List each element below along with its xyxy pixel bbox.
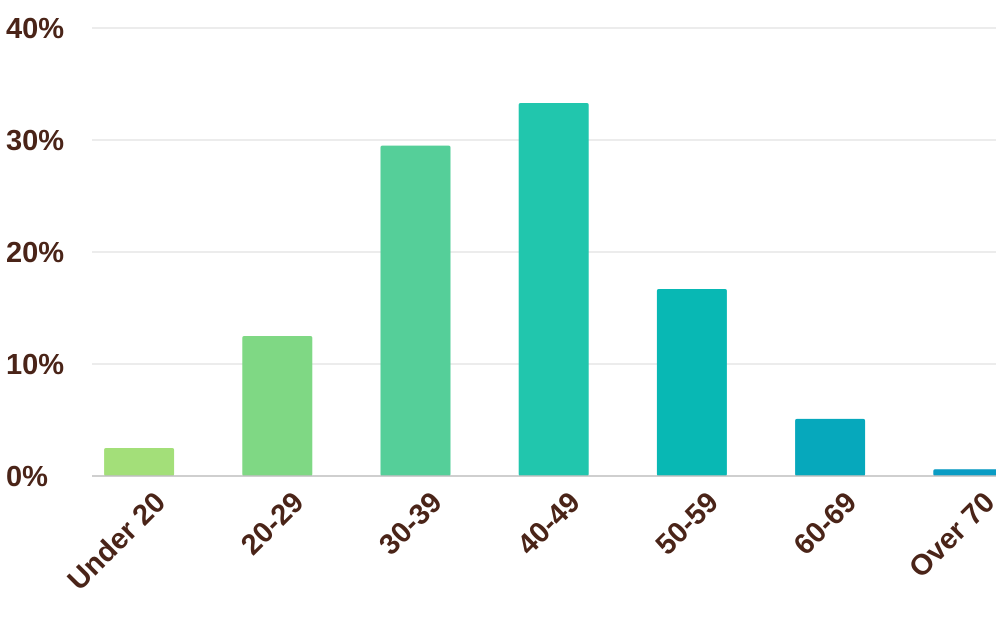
x-category-label: 30-39 [373, 486, 448, 561]
y-axis-tick-labels: 0% 10% 20% 30% 40% [6, 13, 64, 493]
x-category-label: Under 20 [62, 486, 172, 596]
bar-40-49 [518, 103, 589, 476]
y-tick-label: 0% [6, 461, 48, 493]
y-tick-label: 10% [6, 349, 64, 381]
y-tick-label: 40% [6, 13, 64, 45]
x-axis-category-labels: Under 20 20-29 30-39 40-49 50-59 60-69 Over 70 [62, 486, 996, 596]
bar-60-69 [795, 418, 866, 476]
x-category-label: 60-69 [788, 486, 863, 561]
y-tick-label: 30% [6, 125, 64, 157]
x-category-label: Over 70 [903, 486, 996, 584]
bar-50-59 [656, 288, 727, 476]
bar-30-39 [380, 145, 451, 476]
x-category-label: 40-49 [512, 486, 587, 561]
bar-20-29 [242, 336, 313, 476]
x-category-label: 50-59 [650, 486, 725, 561]
bar-under-20 [104, 448, 175, 476]
y-tick-label: 20% [6, 237, 64, 269]
x-category-label: 20-29 [235, 486, 310, 561]
bars [104, 103, 996, 476]
bar-over-70 [933, 469, 996, 476]
